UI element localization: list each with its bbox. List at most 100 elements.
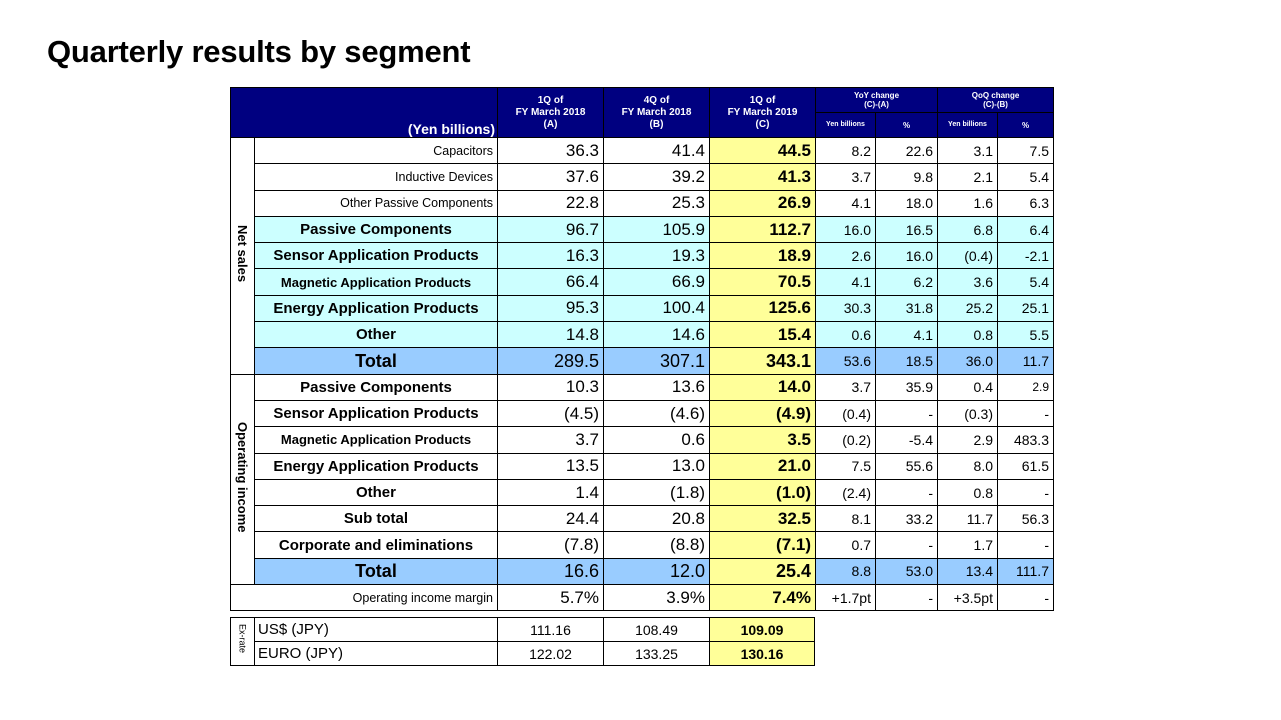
qoq-pct-header: % <box>997 112 1054 138</box>
value-cell: 22.8 <box>497 189 604 217</box>
row-label: Passive Components <box>254 373 498 401</box>
value-cell: - <box>997 584 1054 612</box>
value-cell: 2.6 <box>815 242 876 270</box>
value-cell: 133.25 <box>603 641 710 666</box>
value-cell: 3.7 <box>815 373 876 401</box>
value-cell: 26.9 <box>709 189 816 217</box>
value-cell: 0.4 <box>937 373 998 401</box>
value-cell: 5.4 <box>997 268 1054 296</box>
value-cell: 39.2 <box>603 163 710 191</box>
page-title: Quarterly results by segment <box>47 34 471 69</box>
value-cell: 343.1 <box>709 347 816 375</box>
col-header-b: 4Q of FY March 2018 (B) <box>603 87 710 138</box>
value-cell: 6.3 <box>997 189 1054 217</box>
value-cell: (7.1) <box>709 531 816 559</box>
value-cell: 30.3 <box>815 294 876 323</box>
value-cell: 1.7 <box>937 531 998 559</box>
row-label: Operating income margin <box>230 584 498 612</box>
table-row: Magnetic Application Products 66.4 66.9 … <box>231 268 1054 296</box>
value-cell: 33.2 <box>875 505 938 533</box>
row-label: Sensor Application Products <box>254 399 498 428</box>
value-cell: 109.09 <box>709 617 815 642</box>
value-cell: 307.1 <box>603 347 710 375</box>
value-cell: - <box>997 531 1054 559</box>
value-cell: 31.8 <box>875 294 938 323</box>
value-cell: 70.5 <box>709 268 816 296</box>
value-cell: 10.3 <box>497 373 604 401</box>
col-header-yoy: YoY change (C)-(A) <box>815 87 938 113</box>
value-cell: 3.5 <box>709 426 816 454</box>
value-cell: (0.4) <box>815 399 876 428</box>
row-label: Magnetic Application Products <box>254 268 498 296</box>
exchange-rate-table: Ex-rate US$ (JPY) 111.16 108.49 109.09 E… <box>230 617 815 666</box>
value-cell: (4.6) <box>603 399 710 428</box>
row-label: Sub total <box>254 505 498 533</box>
value-cell: (8.8) <box>603 531 710 559</box>
value-cell: 16.0 <box>875 242 938 270</box>
value-cell: 15.4 <box>709 321 816 349</box>
value-cell: 66.9 <box>603 268 710 296</box>
table-row: EURO (JPY) 122.02 133.25 130.16 <box>231 641 815 666</box>
table-row: Sensor Application Products 16.3 19.3 18… <box>231 242 1054 270</box>
value-cell: 3.7 <box>497 426 604 454</box>
value-cell: 13.6 <box>603 373 710 401</box>
row-label: Other Passive Components <box>254 189 498 217</box>
value-cell: 0.7 <box>815 531 876 559</box>
row-label: Total <box>254 347 498 375</box>
row-label: Other <box>254 478 498 507</box>
value-cell: 130.16 <box>709 641 815 666</box>
qoq-yen-header: Yen billions <box>937 112 998 138</box>
value-cell: 19.3 <box>603 242 710 270</box>
value-cell: 105.9 <box>603 215 710 244</box>
table-row: Other Passive Components 22.8 25.3 26.9 … <box>231 189 1054 217</box>
value-cell: 5.5 <box>997 321 1054 349</box>
yoy-pct-header: % <box>875 112 938 138</box>
row-label: Energy Application Products <box>254 294 498 323</box>
table-row: Magnetic Application Products 3.7 0.6 3.… <box>231 426 1054 454</box>
value-cell: 18.9 <box>709 242 816 270</box>
row-label: Magnetic Application Products <box>254 426 498 454</box>
value-cell: 108.49 <box>603 617 710 642</box>
value-cell: 3.7 <box>815 163 876 191</box>
value-cell: 3.6 <box>937 268 998 296</box>
value-cell: 36.3 <box>497 136 604 165</box>
value-cell: 24.4 <box>497 505 604 533</box>
value-cell: 0.8 <box>937 321 998 349</box>
value-cell: 16.5 <box>875 215 938 244</box>
value-cell: 22.6 <box>875 136 938 165</box>
col-header-qoq: QoQ change (C)-(B) <box>937 87 1054 113</box>
value-cell: 56.3 <box>997 505 1054 533</box>
value-cell: 7.4% <box>709 584 816 612</box>
row-label: Energy Application Products <box>254 452 498 480</box>
value-cell: +3.5pt <box>937 584 998 612</box>
value-cell: -2.1 <box>997 242 1054 270</box>
col-header-a: 1Q of FY March 2018 (A) <box>497 87 604 138</box>
value-cell: 18.0 <box>875 189 938 217</box>
value-cell: 36.0 <box>937 347 998 375</box>
table-row: Energy Application Products 13.5 13.0 21… <box>231 452 1054 480</box>
value-cell: 0.8 <box>937 478 998 507</box>
value-cell: 16.3 <box>497 242 604 270</box>
value-cell: +1.7pt <box>815 584 876 612</box>
value-cell: 13.0 <box>603 452 710 480</box>
value-cell: 7.5 <box>997 136 1054 165</box>
value-cell: 14.6 <box>603 321 710 349</box>
value-cell: 11.7 <box>937 505 998 533</box>
value-cell: 5.4 <box>997 163 1054 191</box>
table-row: Corporate and eliminations (7.8) (8.8) (… <box>231 531 1054 559</box>
value-cell: 1.6 <box>937 189 998 217</box>
value-cell: 18.5 <box>875 347 938 375</box>
col-header-c: 1Q of FY March 2019 (C) <box>709 87 816 138</box>
yoy-yen-header: Yen billions <box>815 112 876 138</box>
value-cell: 25.2 <box>937 294 998 323</box>
row-label: Sensor Application Products <box>254 242 498 270</box>
value-cell: -5.4 <box>875 426 938 454</box>
value-cell: 25.3 <box>603 189 710 217</box>
value-cell: 96.7 <box>497 215 604 244</box>
value-cell: 14.8 <box>497 321 604 349</box>
table-row: Other 14.8 14.6 15.4 0.6 4.1 0.8 5.5 <box>231 321 1054 349</box>
value-cell: (4.9) <box>709 399 816 428</box>
value-cell: 95.3 <box>497 294 604 323</box>
value-cell: - <box>875 478 938 507</box>
row-label: Inductive Devices <box>254 163 498 191</box>
